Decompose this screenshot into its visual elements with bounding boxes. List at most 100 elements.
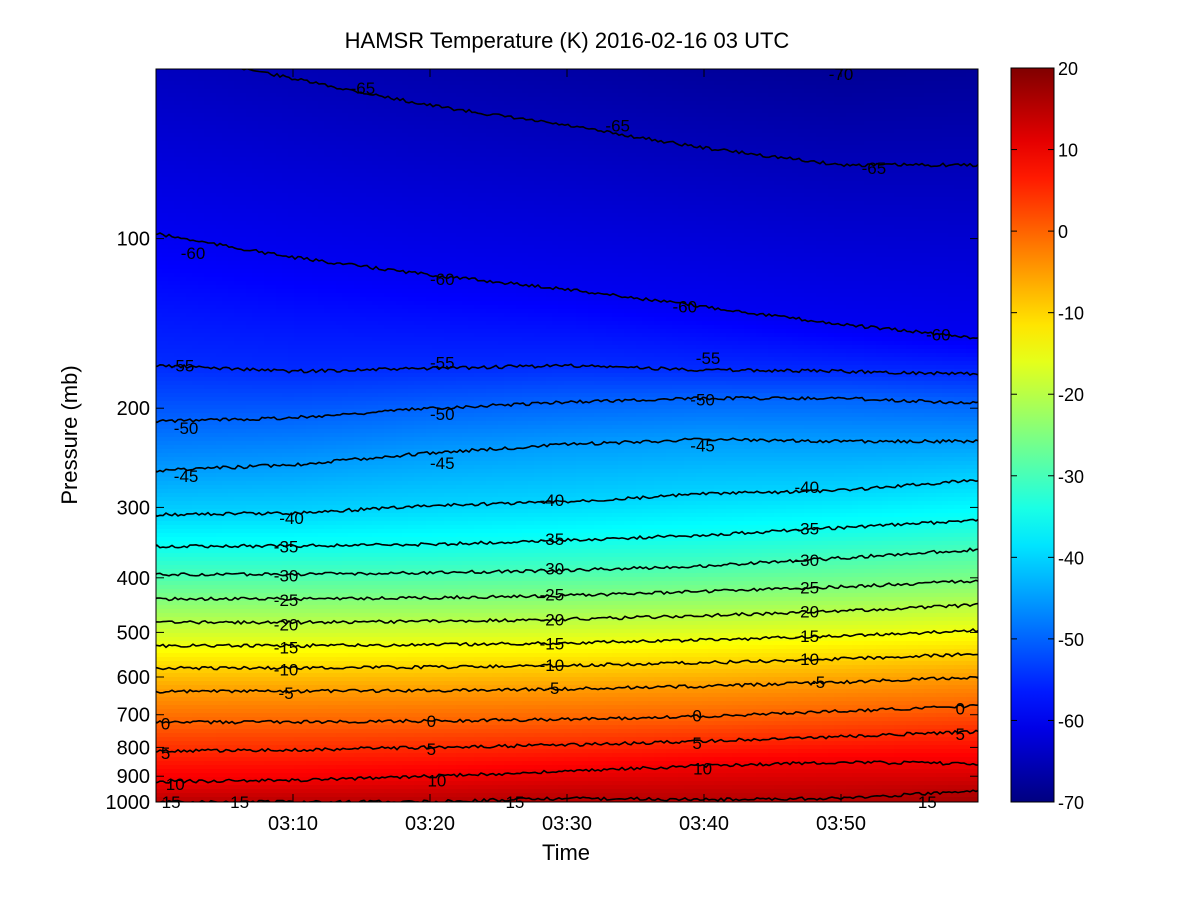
heatmap-cell bbox=[204, 153, 211, 158]
heatmap-cell bbox=[966, 133, 973, 138]
heatmap-cell bbox=[726, 133, 733, 138]
heatmap-cell bbox=[390, 161, 397, 166]
heatmap-cell bbox=[570, 173, 577, 178]
heatmap-cell bbox=[510, 205, 517, 210]
heatmap-cell bbox=[888, 157, 895, 162]
heatmap-cell bbox=[474, 197, 481, 202]
heatmap-cell bbox=[240, 77, 247, 82]
heatmap-cell bbox=[588, 157, 595, 162]
heatmap-cell bbox=[216, 177, 223, 182]
heatmap-cell bbox=[186, 97, 193, 102]
heatmap-cell bbox=[516, 177, 523, 182]
heatmap-cell bbox=[156, 153, 163, 158]
heatmap-cell bbox=[192, 149, 199, 154]
heatmap-cell bbox=[648, 129, 655, 134]
heatmap-cell bbox=[678, 165, 685, 170]
heatmap-cell bbox=[942, 121, 949, 126]
heatmap-cell bbox=[342, 109, 349, 114]
heatmap-cell bbox=[384, 161, 391, 166]
heatmap-cell bbox=[774, 121, 781, 126]
heatmap-cell bbox=[282, 141, 289, 146]
heatmap-cell bbox=[726, 153, 733, 158]
heatmap-cell bbox=[864, 73, 871, 78]
heatmap-cell bbox=[444, 93, 451, 98]
heatmap-cell bbox=[894, 109, 901, 114]
heatmap-cell bbox=[708, 153, 715, 158]
heatmap-cell bbox=[732, 109, 739, 114]
heatmap-cell bbox=[684, 85, 691, 90]
heatmap-cell bbox=[522, 157, 529, 162]
heatmap-cell bbox=[798, 193, 805, 198]
heatmap-cell bbox=[576, 121, 583, 126]
heatmap-cell bbox=[780, 173, 787, 178]
heatmap-cell bbox=[906, 177, 913, 182]
heatmap-cell bbox=[804, 205, 811, 210]
heatmap-cell bbox=[678, 69, 685, 74]
heatmap-cell bbox=[582, 97, 589, 102]
heatmap-cell bbox=[516, 129, 523, 134]
heatmap-cell bbox=[174, 177, 181, 182]
heatmap-cell bbox=[576, 205, 583, 210]
heatmap-cell bbox=[162, 149, 169, 154]
heatmap-cell bbox=[702, 117, 709, 122]
heatmap-cell bbox=[444, 129, 451, 134]
heatmap-cell bbox=[606, 149, 613, 154]
heatmap-cell bbox=[324, 145, 331, 150]
heatmap-cell bbox=[276, 137, 283, 142]
heatmap-cell bbox=[174, 105, 181, 110]
heatmap-cell bbox=[870, 189, 877, 194]
heatmap-cell bbox=[720, 153, 727, 158]
heatmap-cell bbox=[732, 97, 739, 102]
heatmap-cell bbox=[348, 181, 355, 186]
heatmap-cell bbox=[228, 93, 235, 98]
heatmap-cell bbox=[864, 185, 871, 190]
heatmap-cell bbox=[426, 93, 433, 98]
heatmap-cell bbox=[468, 129, 475, 134]
heatmap-cell bbox=[714, 77, 721, 82]
heatmap-cell bbox=[438, 109, 445, 114]
heatmap-cell bbox=[912, 193, 919, 198]
heatmap-cell bbox=[234, 125, 241, 130]
heatmap-cell bbox=[786, 149, 793, 154]
heatmap-cell bbox=[708, 137, 715, 142]
heatmap-cell bbox=[522, 77, 529, 82]
heatmap-cell bbox=[252, 153, 259, 158]
heatmap-cell bbox=[258, 197, 265, 202]
heatmap-cell bbox=[660, 133, 667, 138]
heatmap-cell bbox=[684, 105, 691, 110]
heatmap-cell bbox=[504, 101, 511, 106]
heatmap-cell bbox=[420, 97, 427, 102]
heatmap-cell bbox=[246, 209, 253, 214]
heatmap-cell bbox=[738, 137, 745, 142]
heatmap-cell bbox=[702, 89, 709, 94]
heatmap-cell bbox=[438, 69, 445, 74]
heatmap-cell bbox=[636, 153, 643, 158]
heatmap-cell bbox=[366, 161, 373, 166]
heatmap-cell bbox=[666, 105, 673, 110]
heatmap-cell bbox=[180, 209, 187, 214]
heatmap-cell bbox=[684, 205, 691, 210]
heatmap-cell bbox=[768, 177, 775, 182]
heatmap-cell bbox=[552, 137, 559, 142]
heatmap-cell bbox=[810, 97, 817, 102]
heatmap-cell bbox=[618, 181, 625, 186]
heatmap-cell bbox=[480, 153, 487, 158]
heatmap-cell bbox=[486, 205, 493, 210]
heatmap-cell bbox=[456, 77, 463, 82]
heatmap-cell bbox=[216, 101, 223, 106]
heatmap-cell bbox=[588, 117, 595, 122]
heatmap-cell bbox=[456, 81, 463, 86]
heatmap-cell bbox=[294, 141, 301, 146]
heatmap-cell bbox=[942, 85, 949, 90]
heatmap-cell bbox=[654, 193, 661, 198]
heatmap-cell bbox=[528, 97, 535, 102]
heatmap-cell bbox=[294, 157, 301, 162]
heatmap-cell bbox=[648, 209, 655, 214]
heatmap-cell bbox=[912, 133, 919, 138]
heatmap-cell bbox=[444, 185, 451, 190]
heatmap-cell bbox=[312, 153, 319, 158]
heatmap-cell bbox=[582, 137, 589, 142]
heatmap-cell bbox=[912, 93, 919, 98]
heatmap-cell bbox=[426, 161, 433, 166]
heatmap-cell bbox=[912, 105, 919, 110]
